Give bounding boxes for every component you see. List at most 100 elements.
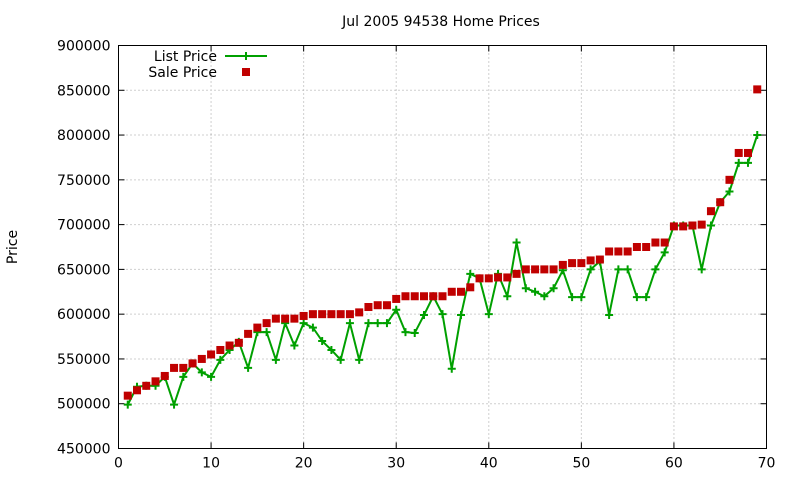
sale-price-point [179,363,188,372]
sale-price-point [197,354,206,363]
sale-price-point [170,363,179,372]
list-price-point [457,311,466,320]
sale-price-point [207,350,216,359]
sale-price-point [512,269,521,278]
sale-price-point [743,148,752,157]
y-axis-label: Price [5,230,21,264]
list-price-point [308,323,317,332]
chart-title: Jul 2005 94538 Home Prices [341,14,540,30]
sale-price-point [697,220,706,229]
sale-price-point [429,292,438,301]
sale-price-point [364,303,373,312]
list-price-point [244,363,253,372]
series-marks [123,85,762,409]
list-price-point [697,265,706,274]
list-price-point [568,293,577,302]
list-price-point [503,292,512,301]
sale-price-point [188,359,197,368]
sale-price-point [123,391,132,400]
sale-price-point [466,283,475,292]
sale-price-point [373,301,382,310]
list-price-point [355,355,364,364]
list-price-point [401,328,410,337]
sale-price-point [151,377,160,386]
legend-label: Sale Price [148,65,217,81]
y-tick-label: 450000 [57,442,110,458]
x-tick-label: 50 [572,456,590,472]
y-tick-label: 700000 [57,218,110,234]
sale-price-point [392,294,401,303]
sale-price-point [253,323,262,332]
list-price-point [364,319,373,328]
list-price-point [753,131,762,140]
list-price-point [466,269,475,278]
list-price-point [642,293,651,302]
sale-price-point [244,329,253,338]
list-price-point [586,265,595,274]
list-price-point [605,311,614,320]
gridlines [118,45,767,449]
list-price-point [549,284,558,293]
sale-price-point [382,301,391,310]
sale-price-point [271,314,280,323]
sale-price-point [438,292,447,301]
sale-price-point [401,292,410,301]
sale-price-point [753,85,762,94]
sale-price-point [660,238,669,247]
list-price-point [336,355,345,364]
sale-price-point [327,310,336,319]
sale-price-point [336,310,345,319]
sale-price-point [234,338,243,347]
sale-price-point [447,287,456,296]
list-price-point [651,265,660,274]
legend-marker [242,68,250,76]
list-price-point [271,355,280,364]
sale-price-point [281,314,290,323]
list-price-point [438,310,447,319]
list-price-point [290,341,299,350]
sale-price-point [577,259,586,268]
list-price-point [327,345,336,354]
list-price-point [318,337,327,346]
sale-price-point [133,386,142,395]
sale-price-point [734,148,743,157]
list-price-point [660,248,669,257]
sale-price-point [475,274,484,283]
sale-price-point [623,247,632,256]
list-price-point [197,368,206,377]
sale-price-point [595,255,604,264]
sale-price-point [605,247,614,256]
x-tick-label: 30 [387,456,405,472]
y-tick-label: 650000 [57,262,110,278]
list-price-point [706,221,715,230]
y-tick-label: 800000 [57,128,110,144]
sale-price-point [568,259,577,268]
list-price-point [531,287,540,296]
y-tick-label: 900000 [57,39,110,55]
sale-price-point [558,260,567,269]
list-price-point [734,158,743,167]
sale-price-point [716,198,725,207]
list-price-point [216,355,225,364]
axis-ticks [118,45,767,449]
list-price-point [484,310,493,319]
sale-price-point [549,265,558,274]
sale-price-point [484,274,493,283]
y-tick-label: 550000 [57,352,110,368]
sale-price-point [142,381,151,390]
x-tick-label: 10 [202,456,220,472]
sale-price-point [679,222,688,231]
list-price-point [345,319,354,328]
sale-price-point [632,243,641,251]
sale-price-point [355,308,364,317]
list-price-point [179,372,188,381]
sale-price-point [410,292,419,301]
sale-price-point [457,287,466,296]
sale-price-point [345,310,354,319]
y-tick-label: 500000 [57,397,110,413]
plot-frame [118,45,767,449]
x-tick-label: 60 [665,456,683,472]
x-tick-labels: 0 10 20 30 40 50 60 70 [114,456,775,472]
